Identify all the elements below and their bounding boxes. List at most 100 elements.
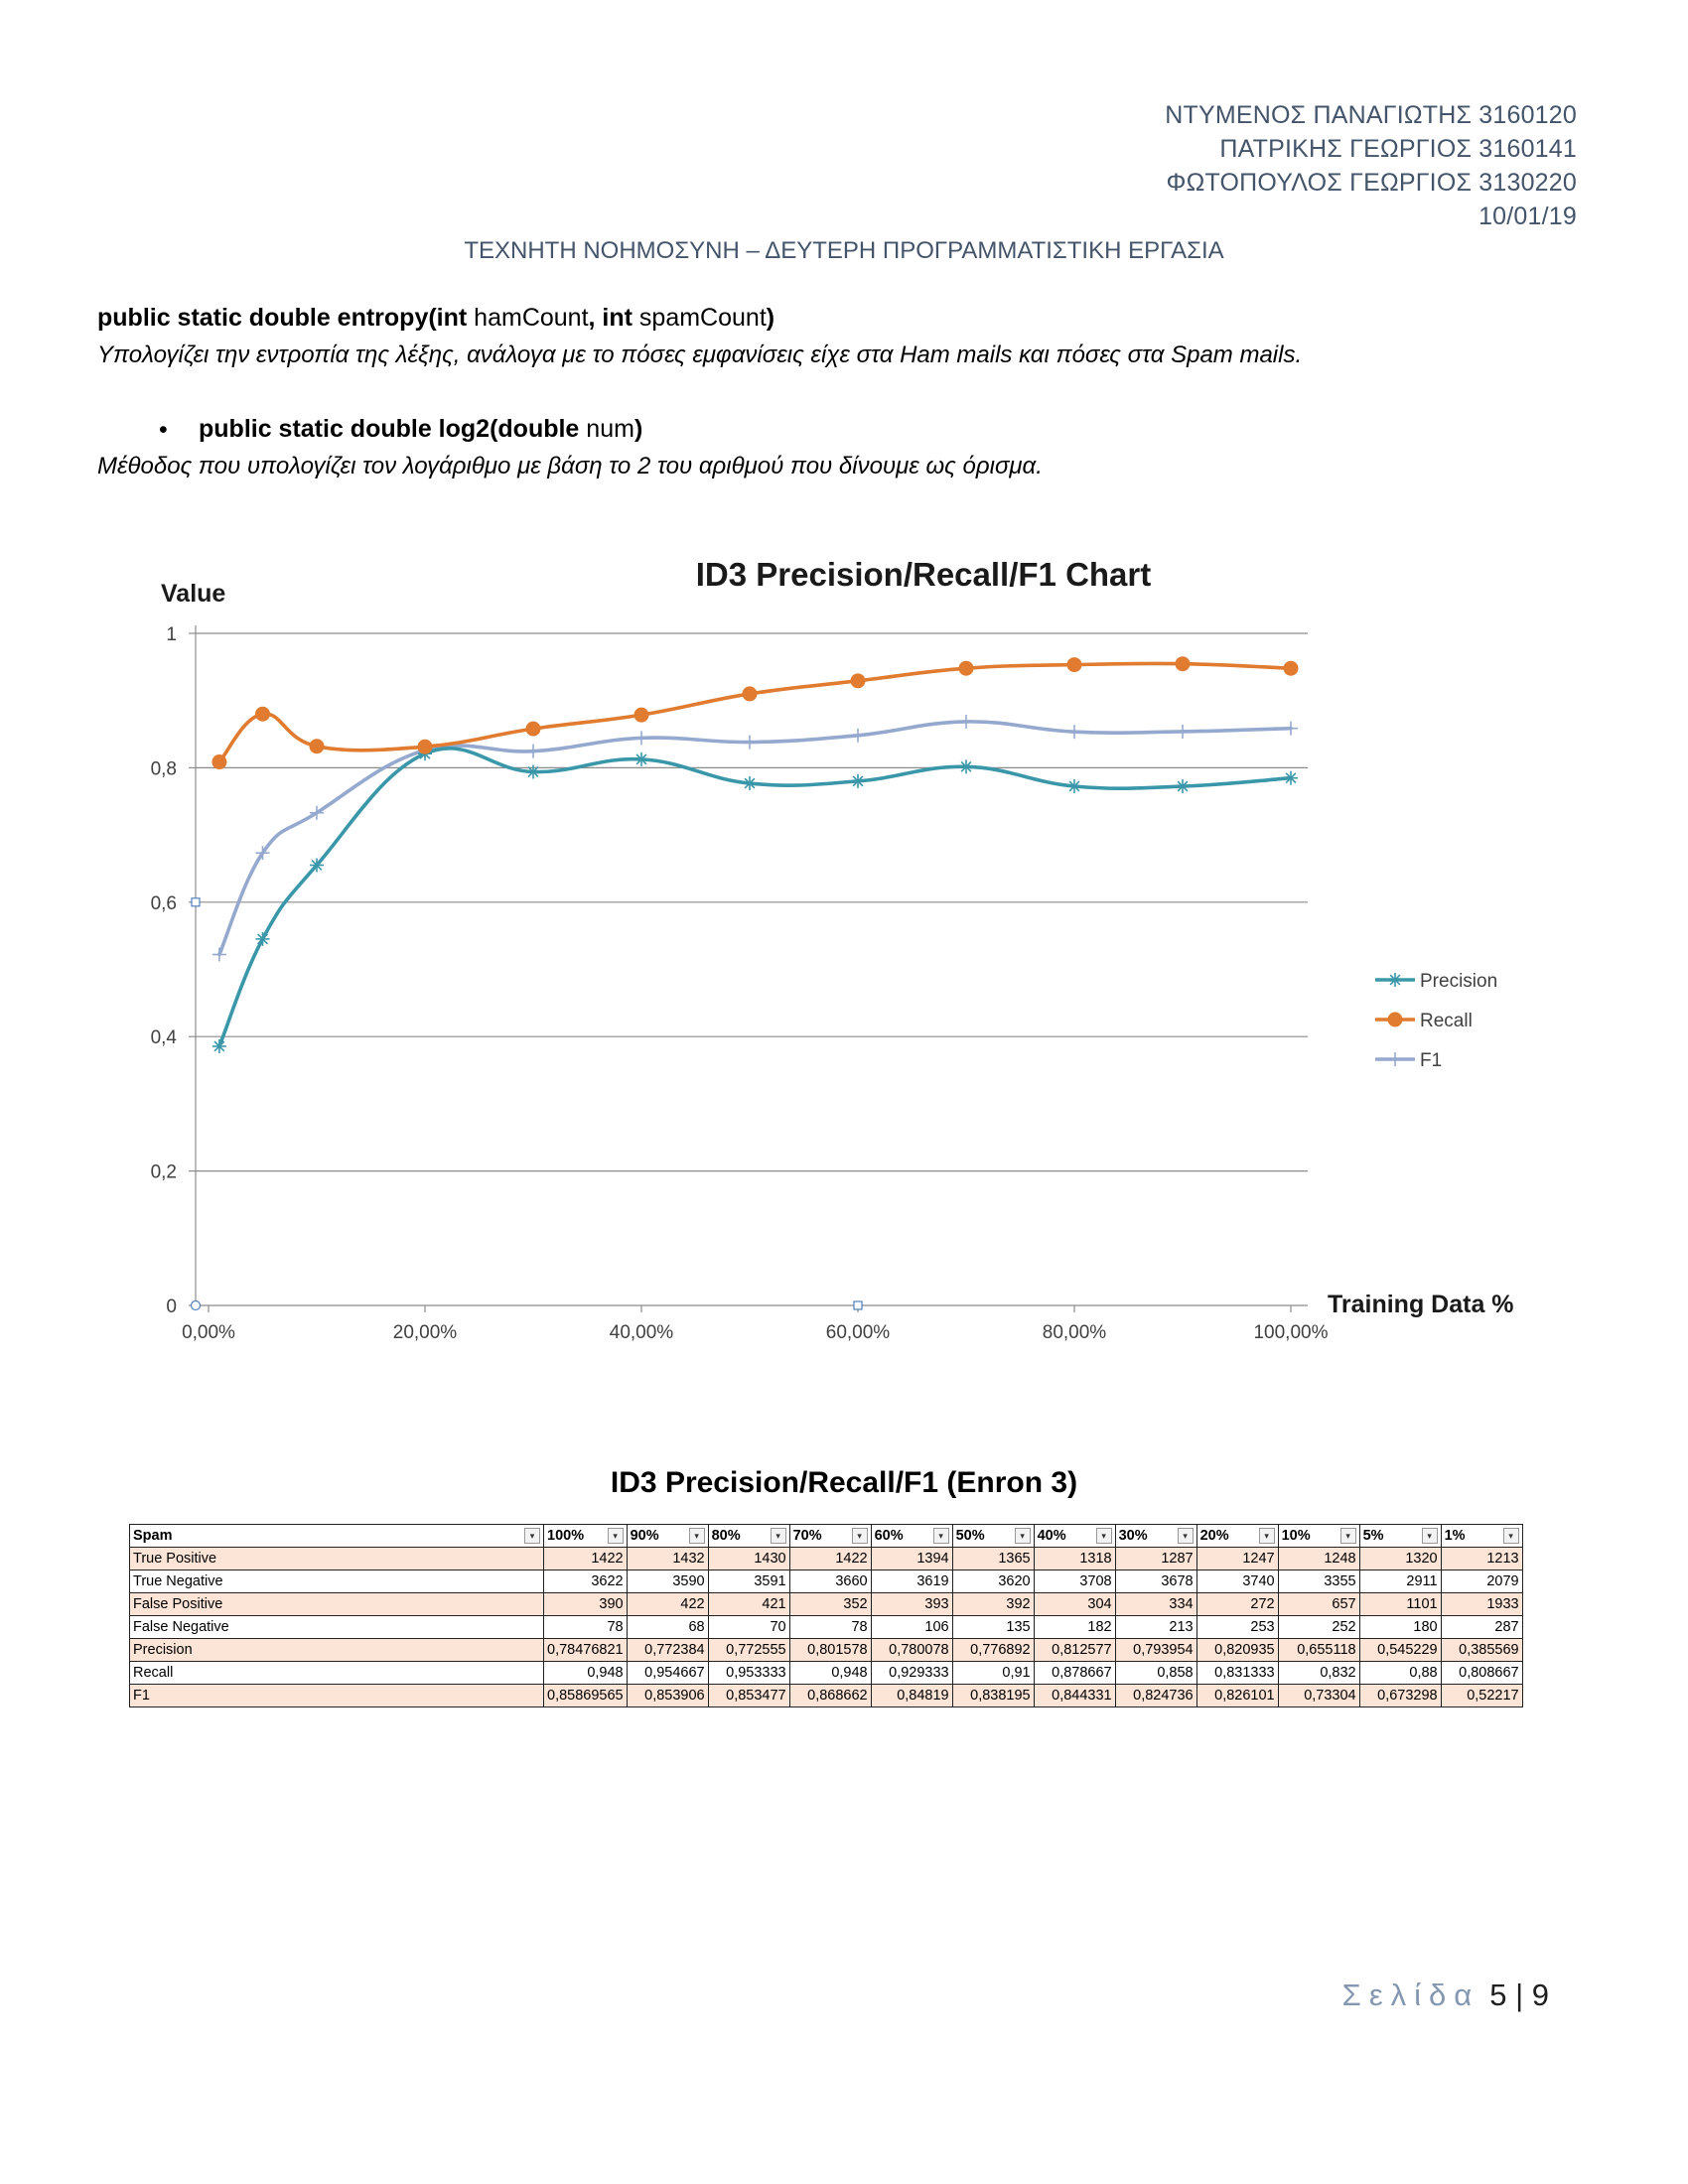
column-header[interactable]: 40% ▾ (1033, 1524, 1116, 1548)
table-cell[interactable]: 213 (1114, 1615, 1197, 1639)
table-cell[interactable]: 0,824736 (1114, 1684, 1197, 1707)
table-cell[interactable]: 3619 (870, 1570, 953, 1593)
table-cell[interactable]: 2911 (1358, 1570, 1442, 1593)
table-cell[interactable]: 0,655118 (1277, 1638, 1360, 1662)
table-cell[interactable]: 0,831333 (1196, 1661, 1279, 1685)
table-cell[interactable]: 0,844331 (1033, 1684, 1116, 1707)
table-cell[interactable]: 1430 (707, 1547, 790, 1570)
table-cell[interactable]: 0,948 (788, 1661, 872, 1685)
table-cell[interactable]: 3708 (1033, 1570, 1116, 1593)
table-cell[interactable]: 0,812577 (1033, 1638, 1116, 1662)
table-cell[interactable]: 392 (951, 1592, 1035, 1616)
table-cell[interactable]: 0,91 (951, 1661, 1035, 1685)
filter-dropdown-icon[interactable]: ▾ (1502, 1528, 1519, 1544)
table-cell[interactable]: 1394 (870, 1547, 953, 1570)
table-cell[interactable]: 253 (1196, 1615, 1279, 1639)
table-cell[interactable]: 393 (870, 1592, 953, 1616)
table-cell[interactable]: 0,853477 (707, 1684, 790, 1707)
filter-dropdown-icon[interactable]: ▾ (688, 1528, 705, 1544)
table-cell[interactable]: 3740 (1196, 1570, 1279, 1593)
table-cell[interactable]: 1101 (1358, 1592, 1442, 1616)
table-cell[interactable]: 0,878667 (1033, 1661, 1116, 1685)
table-cell[interactable]: 304 (1033, 1592, 1116, 1616)
table-cell[interactable]: 0,793954 (1114, 1638, 1197, 1662)
table-cell[interactable]: 1320 (1358, 1547, 1442, 1570)
table-cell[interactable]: 3622 (543, 1570, 628, 1593)
table-cell[interactable]: 0,954667 (626, 1661, 709, 1685)
filter-dropdown-icon[interactable]: ▾ (932, 1528, 949, 1544)
table-cell[interactable]: 1247 (1196, 1547, 1279, 1570)
row-label[interactable]: Recall (129, 1661, 544, 1685)
table-cell[interactable]: 78 (788, 1615, 872, 1639)
table-cell[interactable]: 1422 (543, 1547, 628, 1570)
table-cell[interactable]: 0,953333 (707, 1661, 790, 1685)
table-cell[interactable]: 0,801578 (788, 1638, 872, 1662)
table-cell[interactable]: 1422 (788, 1547, 872, 1570)
column-header[interactable]: 90% ▾ (626, 1524, 709, 1548)
table-cell[interactable]: 1933 (1440, 1592, 1523, 1616)
table-cell[interactable]: 0,838195 (951, 1684, 1035, 1707)
table-cell[interactable]: 0,820935 (1196, 1638, 1279, 1662)
table-cell[interactable]: 0,776892 (951, 1638, 1035, 1662)
table-cell[interactable]: 3620 (951, 1570, 1035, 1593)
table-cell[interactable]: 0,545229 (1358, 1638, 1442, 1662)
table-cell[interactable]: 0,52217 (1440, 1684, 1523, 1707)
filter-dropdown-icon[interactable]: ▾ (1095, 1528, 1112, 1544)
table-cell[interactable]: 0,948 (543, 1661, 628, 1685)
column-header[interactable]: 60% ▾ (870, 1524, 953, 1548)
table-cell[interactable]: 657 (1277, 1592, 1360, 1616)
table-cell[interactable]: 0,88 (1358, 1661, 1442, 1685)
table-cell[interactable]: 0,826101 (1196, 1684, 1279, 1707)
table-cell[interactable]: 352 (788, 1592, 872, 1616)
table-cell[interactable]: 252 (1277, 1615, 1360, 1639)
table-cell[interactable]: 0,780078 (870, 1638, 953, 1662)
table-cell[interactable]: 1365 (951, 1547, 1035, 1570)
table-cell[interactable]: 0,858 (1114, 1661, 1197, 1685)
table-cell[interactable]: 1432 (626, 1547, 709, 1570)
column-header[interactable]: 50% ▾ (951, 1524, 1035, 1548)
table-cell[interactable]: 78 (543, 1615, 628, 1639)
table-cell[interactable]: 0,832 (1277, 1661, 1360, 1685)
row-label[interactable]: F1 (129, 1684, 544, 1707)
table-cell[interactable]: 106 (870, 1615, 953, 1639)
table-cell[interactable]: 287 (1440, 1615, 1523, 1639)
table-cell[interactable]: 0,929333 (870, 1661, 953, 1685)
table-cell[interactable]: 422 (626, 1592, 709, 1616)
table-cell[interactable]: 0,808667 (1440, 1661, 1523, 1685)
column-header[interactable]: 20% ▾ (1196, 1524, 1279, 1548)
table-cell[interactable]: 2079 (1440, 1570, 1523, 1593)
filter-dropdown-icon[interactable]: ▾ (770, 1528, 786, 1544)
table-cell[interactable]: 0,772555 (707, 1638, 790, 1662)
table-cell[interactable]: 0,868662 (788, 1684, 872, 1707)
table-cell[interactable]: 1248 (1277, 1547, 1360, 1570)
table-cell[interactable]: 135 (951, 1615, 1035, 1639)
filter-dropdown-icon[interactable]: ▾ (1339, 1528, 1356, 1544)
table-cell[interactable]: 0,385569 (1440, 1638, 1523, 1662)
table-cell[interactable]: 0,853906 (626, 1684, 709, 1707)
column-header[interactable]: 5% ▾ (1358, 1524, 1442, 1548)
table-cell[interactable]: 390 (543, 1592, 628, 1616)
table-cell[interactable]: 0,85869565 (543, 1684, 628, 1707)
table-cell[interactable]: 68 (626, 1615, 709, 1639)
column-header[interactable]: 70% ▾ (788, 1524, 872, 1548)
row-label[interactable]: False Negative (129, 1615, 544, 1639)
column-header[interactable]: 1% ▾ (1440, 1524, 1523, 1548)
column-header[interactable]: 30% ▾ (1114, 1524, 1197, 1548)
row-label[interactable]: True Negative (129, 1570, 544, 1593)
filter-dropdown-icon[interactable]: ▾ (524, 1528, 540, 1544)
table-cell[interactable]: 180 (1358, 1615, 1442, 1639)
table-cell[interactable]: 0,78476821 (543, 1638, 628, 1662)
table-cell[interactable]: 182 (1033, 1615, 1116, 1639)
table-cell[interactable]: 1287 (1114, 1547, 1197, 1570)
table-cell[interactable]: 3591 (707, 1570, 790, 1593)
column-header[interactable]: 10% ▾ (1277, 1524, 1360, 1548)
table-cell[interactable]: 70 (707, 1615, 790, 1639)
table-cell[interactable]: 0,673298 (1358, 1684, 1442, 1707)
table-cell[interactable]: 0,84819 (870, 1684, 953, 1707)
table-cell[interactable]: 0,73304 (1277, 1684, 1360, 1707)
row-label[interactable]: False Positive (129, 1592, 544, 1616)
filter-dropdown-icon[interactable]: ▾ (1014, 1528, 1031, 1544)
filter-dropdown-icon[interactable]: ▾ (1421, 1528, 1438, 1544)
filter-dropdown-icon[interactable]: ▾ (1258, 1528, 1275, 1544)
row-label[interactable]: True Positive (129, 1547, 544, 1570)
